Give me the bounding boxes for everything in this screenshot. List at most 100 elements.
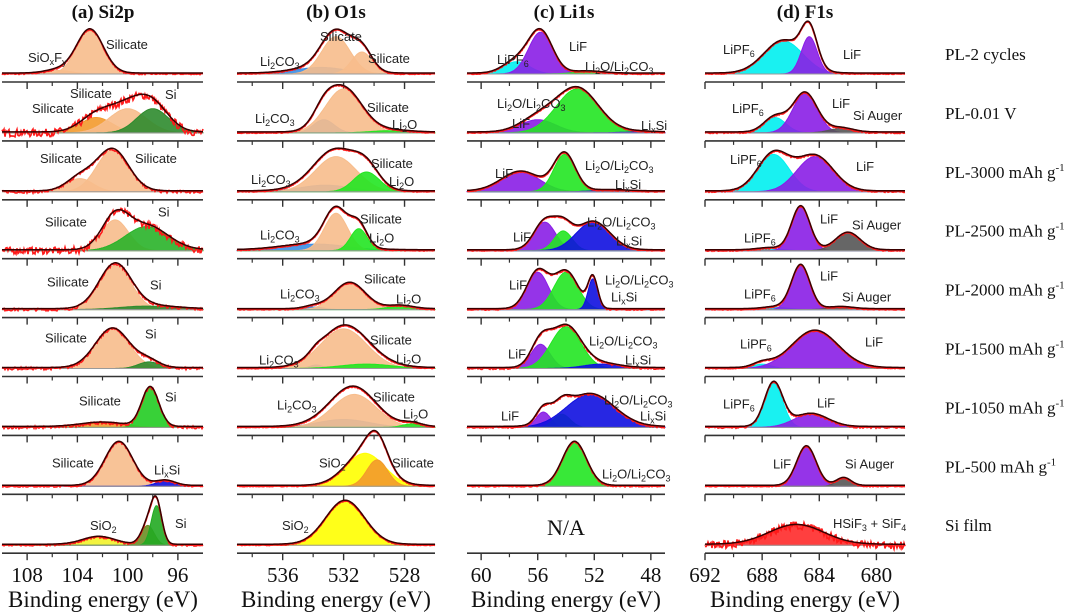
peak-label: Si: [165, 87, 177, 102]
fit-envelope-line: [467, 440, 665, 487]
peak-label: Li2O: [392, 117, 417, 134]
component-peak-sio2: [237, 500, 435, 546]
peak-label: Si Auger: [853, 108, 903, 123]
fit-envelope-line: [237, 28, 435, 74]
fit-envelope-line: [467, 215, 665, 251]
spectrum-panel: SiO2 Si: [1, 494, 204, 561]
fit-envelope-line: [467, 392, 665, 428]
peak-label: Si: [165, 389, 177, 404]
spectrum-panel: LiF Li2O/Li2CO3 LixSi: [467, 215, 666, 266]
peak-label: LixSi: [641, 118, 667, 135]
peak-label: LiPF6: [744, 287, 776, 304]
fit-envelope-line: [705, 204, 905, 251]
peak-label: LiF: [509, 278, 527, 293]
sample-label: PL-2500 mAh g-1: [945, 221, 1065, 241]
spectrum-panel: Li2CO3 Silicate Li2O: [236, 147, 436, 207]
peak-label: LiF: [865, 335, 883, 350]
x-axis-label-si2p: Binding energy (eV): [8, 587, 198, 612]
panel-title-f1s: (d) F1s: [777, 2, 833, 23]
spectrum-panel: LiPF6 LiF: [704, 380, 906, 443]
peak-label: Li2CO3: [280, 287, 320, 304]
raw-data-line: [704, 445, 906, 488]
spectrum-panel: Li2O/Li2CO3 LiF LixSi: [466, 85, 667, 148]
peak-label: Li2O/Li2CO3: [602, 466, 671, 483]
raw-data-line: [236, 206, 435, 252]
x-tick-label-cli1s: 52: [584, 563, 605, 587]
peak-label: Li2CO3: [255, 111, 295, 128]
fit-envelope-line: [705, 263, 905, 310]
peak-label: Silicate: [371, 156, 413, 171]
peak-label: LixSi: [625, 353, 651, 370]
spectrum-panel: Li2CO3 Silicate Li2O: [236, 324, 436, 384]
raw-data-line: [704, 381, 906, 430]
panel-title-si2p: (a) Si2p: [72, 2, 135, 23]
peak-label: Li2O: [396, 292, 421, 309]
peak-label: LiPF6: [730, 152, 762, 169]
fit-envelope-line: [237, 499, 435, 545]
peak-label: LiF: [820, 212, 838, 227]
x-axis-label-o1s: Binding energy (eV): [241, 587, 431, 612]
spectrum-panel: LiPF6 LiF: [704, 149, 906, 207]
panel-title-o1s: (b) O1s: [306, 2, 366, 23]
peak-label: LiF: [569, 39, 587, 54]
peak-label: LiPF6: [744, 231, 776, 248]
fit-envelope-line: [467, 85, 665, 133]
sample-label: PL-1050 mAh g-1: [945, 397, 1065, 417]
peak-label: Si: [150, 278, 162, 293]
x-tick-label-df1s: 692: [689, 563, 721, 587]
peak-label: Silicate: [106, 37, 148, 52]
peak-label: Silicate: [47, 275, 89, 290]
fit-envelope-line: [2, 93, 203, 133]
peak-label: LixSi: [640, 408, 666, 425]
spectrum-panel: SiO2: [236, 499, 436, 561]
fit-envelope-line: [705, 523, 905, 545]
peak-label: LiF: [832, 96, 850, 111]
fit-envelope-line: [2, 327, 203, 369]
peak-label: Li2O/Li2CO3: [589, 334, 658, 351]
peak-label: Li2O/Li2CO3: [605, 273, 674, 290]
peak-label: LiF: [843, 47, 861, 62]
fit-envelope-line: [237, 429, 436, 487]
x-tick-label-df1s: 684: [804, 563, 836, 587]
raw-data-line: [1, 386, 204, 431]
peak-label: LiF: [856, 159, 874, 174]
x-axis-label-li1s: Binding energy (eV): [471, 587, 661, 612]
x-tick-label-asi2p: 104: [62, 563, 94, 587]
spectrum-panel: LiF Li2O/Li2CO3 LixSi: [466, 151, 666, 207]
raw-data-line: [466, 268, 666, 312]
spectrum-panel: Li2CO3 Silicate Li2O: [236, 272, 436, 325]
peak-label: Si: [145, 327, 157, 342]
spectrum-panel: Silicate Si: [1, 327, 204, 384]
peak-label: LixSi: [615, 177, 641, 194]
peak-label: SiOxFy: [28, 50, 67, 67]
x-tick-label-asi2p: 96: [167, 563, 188, 587]
peak-label: LiF: [513, 230, 531, 245]
fit-envelope-line: [237, 281, 435, 310]
not-available-note: N/A: [547, 515, 585, 540]
sample-label: PL-1500 mAh g-1: [945, 339, 1065, 359]
peak-label: Si Auger: [842, 290, 892, 305]
peak-label: Silicate: [32, 101, 74, 116]
peak-label: Silicate: [367, 100, 409, 115]
sample-label: PL-500 mAh g-1: [945, 456, 1056, 476]
spectrum-panel: Li2CO3 Silicate Li2O: [236, 205, 435, 266]
fit-envelope-line: [237, 385, 435, 428]
fit-envelope-line: [705, 149, 905, 192]
spectrum-panel: LiF Li2O/Li2CO3 LixSi: [466, 323, 666, 384]
peak-label: SiO2: [282, 518, 309, 535]
peak-label: Si Auger: [852, 218, 902, 233]
peak-label: Li2CO3: [260, 228, 300, 245]
spectrum-panel: Silicate Si: [1, 262, 204, 325]
peak-label: LiPF6: [723, 396, 755, 413]
fit-envelope-line: [2, 440, 203, 487]
peak-label: Si: [175, 516, 187, 531]
fit-envelope-line: [705, 91, 905, 133]
peak-label: LiF: [495, 166, 513, 181]
peak-label: Li2CO3: [251, 172, 291, 189]
peak-label: LiPF6: [723, 42, 755, 59]
fit-envelope-line: [237, 83, 436, 133]
spectrum-panel: LiPF6 LiF Si Auger: [704, 204, 905, 266]
peak-label: Silicate: [45, 331, 87, 346]
fit-envelope-line: [705, 444, 905, 487]
